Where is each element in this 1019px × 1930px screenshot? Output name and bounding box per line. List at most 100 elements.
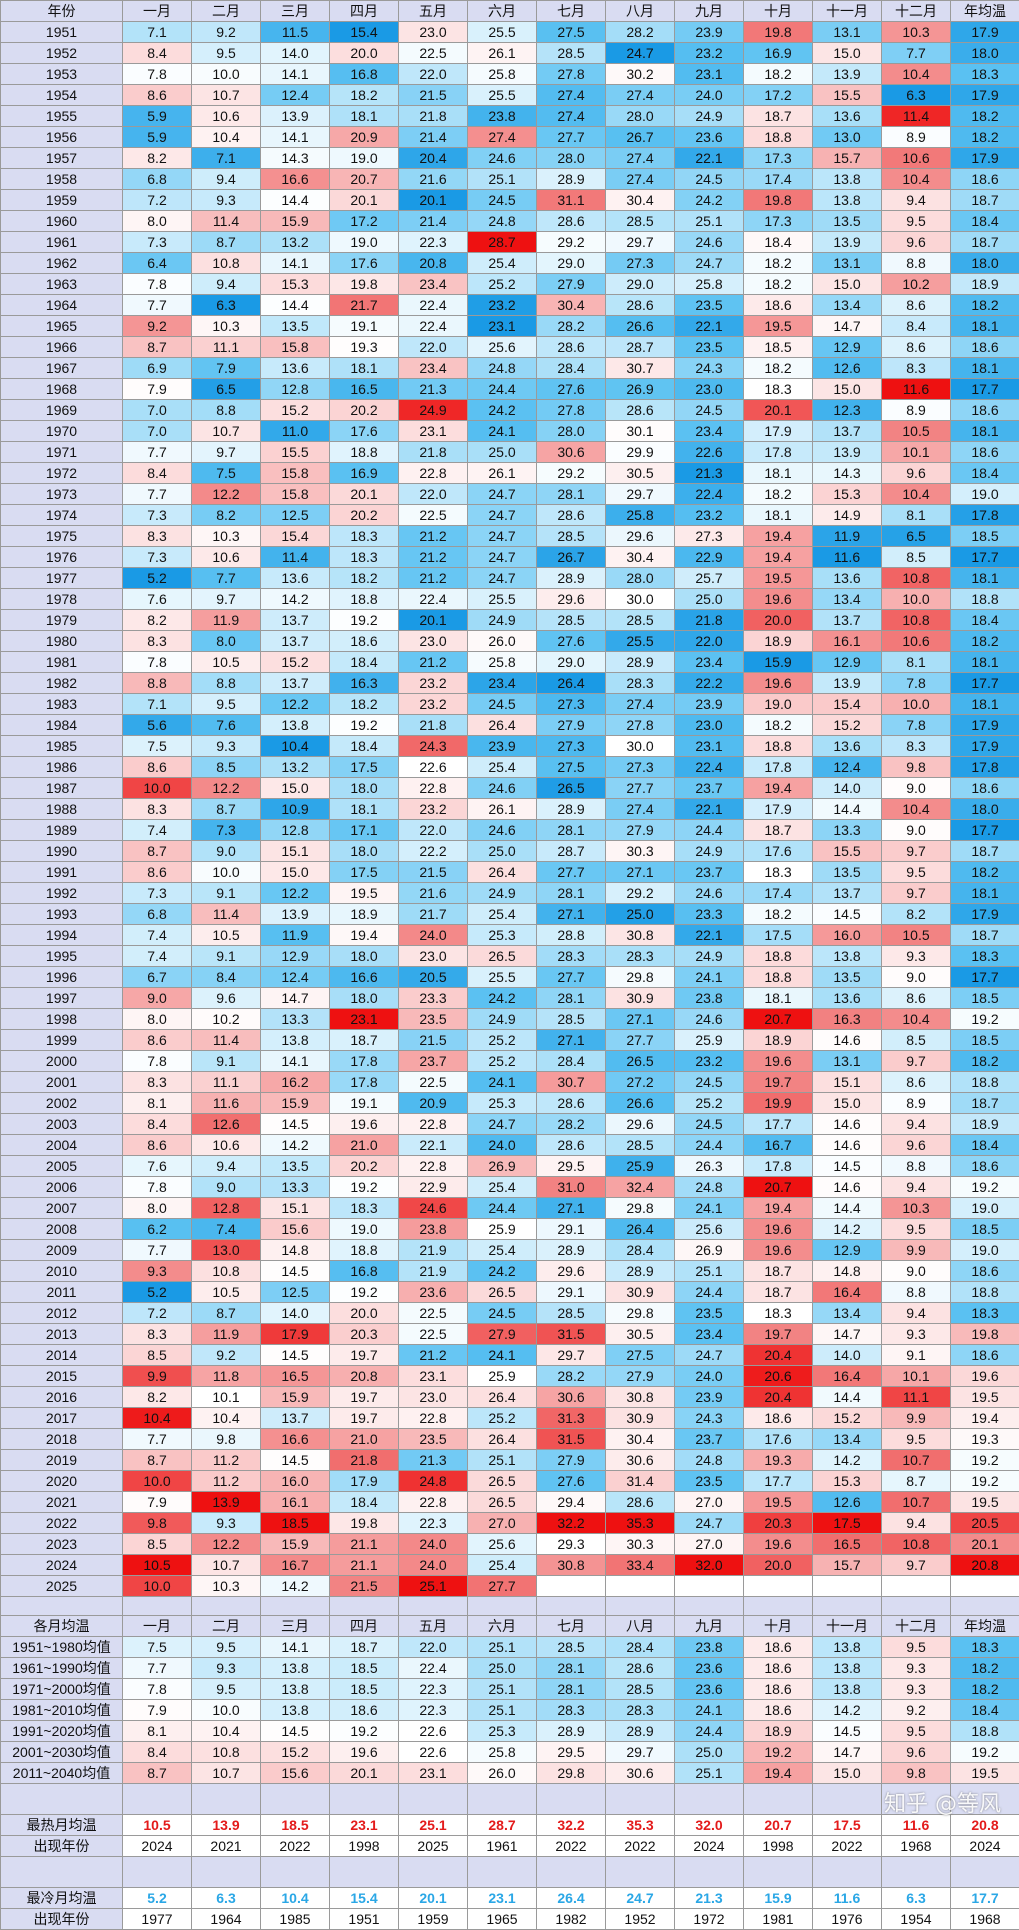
temp-cell: 24.1	[468, 1345, 537, 1366]
temp-cell: 17.3	[744, 211, 813, 232]
temp-cell: 16.4	[813, 1366, 882, 1387]
temp-cell: 6.3	[882, 85, 951, 106]
temp-cell: 5.9	[123, 127, 192, 148]
temp-cell: 12.9	[813, 652, 882, 673]
spacer-cell	[399, 1857, 468, 1888]
spacer-cell	[813, 1597, 882, 1616]
temp-cell: 14.1	[261, 64, 330, 85]
temp-cell: 15.7	[813, 1555, 882, 1576]
temp-cell: 29.1	[537, 1282, 606, 1303]
spacer-cell	[537, 1597, 606, 1616]
hottest-year: 2025	[399, 1836, 468, 1857]
temp-cell: 24.8	[468, 211, 537, 232]
temp-cell: 21.5	[399, 862, 468, 883]
normal-cell: 13.8	[261, 1658, 330, 1679]
normal-cell: 18.5	[330, 1679, 399, 1700]
temp-cell: 7.7	[123, 442, 192, 463]
temp-cell: 25.4	[468, 1177, 537, 1198]
temp-cell: 30.8	[606, 1387, 675, 1408]
temp-cell: 18.2	[744, 358, 813, 379]
temp-cell: 18.2	[951, 295, 1019, 316]
normal-cell: 18.6	[744, 1700, 813, 1721]
temp-cell: 28.9	[606, 1261, 675, 1282]
temp-cell: 8.2	[123, 1387, 192, 1408]
temp-cell: 30.4	[606, 190, 675, 211]
temp-cell: 8.3	[123, 1072, 192, 1093]
temp-cell: 23.5	[675, 295, 744, 316]
temp-cell: 28.5	[606, 211, 675, 232]
temp-cell: 28.7	[537, 841, 606, 862]
temp-cell: 12.2	[261, 694, 330, 715]
normal-cell: 25.1	[675, 1763, 744, 1784]
hottest-value: 20.7	[744, 1815, 813, 1836]
temp-cell: 13.4	[813, 295, 882, 316]
temp-cell: 26.5	[468, 1282, 537, 1303]
temp-cell: 27.9	[468, 1324, 537, 1345]
temp-cell: 9.2	[192, 1345, 261, 1366]
temp-cell: 12.5	[261, 505, 330, 526]
temp-cell: 10.9	[261, 799, 330, 820]
temp-cell: 22.1	[675, 925, 744, 946]
temp-cell: 13.9	[813, 442, 882, 463]
temp-cell: 20.0	[744, 610, 813, 631]
temp-cell: 13.6	[813, 568, 882, 589]
temp-cell: 8.0	[192, 631, 261, 652]
year-label: 1972	[1, 463, 123, 484]
temp-cell: 14.1	[261, 127, 330, 148]
temp-cell: 10.2	[192, 1009, 261, 1030]
year-label: 2024	[1, 1555, 123, 1576]
year-label: 1974	[1, 505, 123, 526]
temp-cell	[675, 1576, 744, 1597]
temp-cell: 19.6	[744, 1219, 813, 1240]
temp-cell: 14.5	[261, 1114, 330, 1135]
normal-cell: 28.5	[606, 1679, 675, 1700]
normal-cell: 29.5	[537, 1742, 606, 1763]
temp-cell: 12.4	[261, 85, 330, 106]
hottest-year: 2022	[813, 1836, 882, 1857]
temp-cell: 29.0	[606, 274, 675, 295]
temp-cell: 9.5	[882, 1219, 951, 1240]
temp-cell: 18.2	[744, 484, 813, 505]
temp-cell: 32.0	[675, 1555, 744, 1576]
temp-cell: 22.8	[399, 1156, 468, 1177]
temp-cell: 19.4	[744, 1198, 813, 1219]
normal-cell: 9.5	[192, 1637, 261, 1658]
normal-cell: 29.8	[537, 1763, 606, 1784]
temp-cell: 25.5	[606, 631, 675, 652]
temp-cell: 27.1	[606, 862, 675, 883]
temp-cell: 28.5	[606, 1135, 675, 1156]
normal-cell: 23.1	[399, 1763, 468, 1784]
temp-cell: 21.9	[399, 1240, 468, 1261]
temp-cell: 24.1	[468, 421, 537, 442]
temp-cell: 14.7	[261, 988, 330, 1009]
year-label: 2018	[1, 1429, 123, 1450]
temp-cell: 9.3	[192, 736, 261, 757]
temp-cell: 7.0	[123, 421, 192, 442]
temp-cell: 12.9	[261, 946, 330, 967]
temp-cell: 27.3	[537, 694, 606, 715]
normal-cell: 9.3	[882, 1658, 951, 1679]
temp-cell: 9.0	[123, 988, 192, 1009]
temp-cell: 18.1	[951, 421, 1019, 442]
temp-cell: 11.4	[261, 547, 330, 568]
temp-cell: 22.1	[675, 799, 744, 820]
temp-cell: 17.8	[330, 1072, 399, 1093]
temp-cell: 17.8	[951, 505, 1019, 526]
temp-cell: 27.5	[537, 22, 606, 43]
temp-cell: 10.4	[261, 736, 330, 757]
temp-cell: 20.1	[399, 610, 468, 631]
temp-cell: 18.6	[744, 1408, 813, 1429]
temp-cell: 10.4	[192, 127, 261, 148]
hottest-year: 1968	[882, 1836, 951, 1857]
temp-cell: 22.5	[399, 505, 468, 526]
year-label: 1989	[1, 820, 123, 841]
temp-cell: 23.8	[468, 106, 537, 127]
normal-cell: 29.7	[606, 1742, 675, 1763]
normal-cell: 19.2	[744, 1742, 813, 1763]
